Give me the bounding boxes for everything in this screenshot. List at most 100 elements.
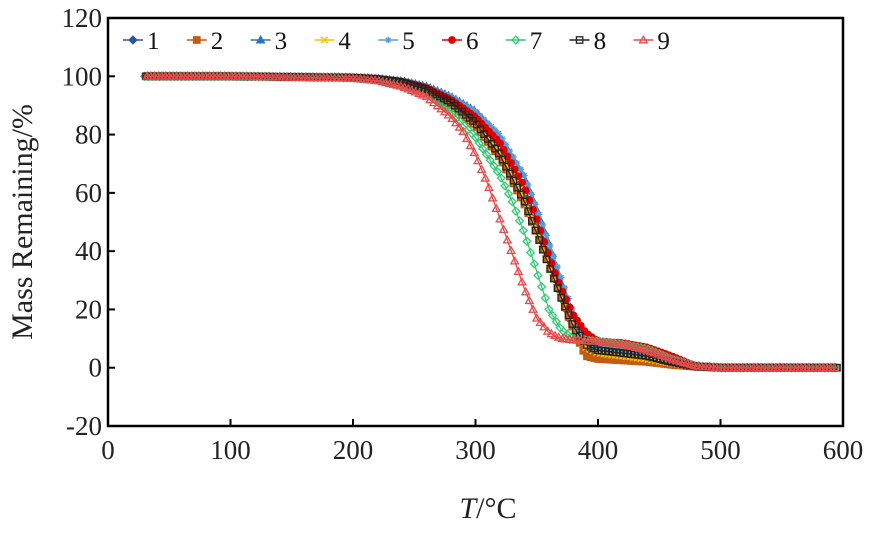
- series-point-9: [484, 182, 494, 192]
- series-line-2: [144, 75, 836, 369]
- series-point-8: [561, 302, 569, 311]
- series-point-7: [558, 326, 569, 337]
- legend-item-2: 2: [186, 28, 224, 55]
- series-point-9: [410, 86, 421, 96]
- series-point-8: [550, 274, 558, 283]
- x-axis-title: T/°C: [459, 492, 516, 525]
- series-point-5: [513, 159, 521, 167]
- series-point-8: [539, 245, 547, 254]
- series-line-4: [144, 75, 836, 369]
- series-point-9: [436, 103, 447, 113]
- series-point-5: [469, 106, 477, 113]
- x-axis-title-variable: T: [459, 492, 478, 525]
- series-point-5: [499, 135, 506, 142]
- series-point-5: [524, 181, 532, 189]
- series-3: [142, 71, 840, 372]
- series-1: [140, 71, 841, 373]
- series-point-7: [518, 225, 528, 236]
- series-point-5: [517, 166, 525, 173]
- legend-swatch-marker: [575, 36, 584, 44]
- x-axis-title-unit: /°C: [476, 492, 516, 525]
- series-line-7: [144, 75, 836, 369]
- series-point-5: [550, 253, 558, 260]
- series-point-8: [546, 265, 555, 273]
- series-point-5: [502, 141, 510, 148]
- series-point-7: [474, 138, 484, 148]
- series-point-9: [399, 82, 410, 91]
- legend-label: 3: [275, 28, 288, 55]
- series-point-9: [539, 321, 550, 331]
- series-point-5: [547, 242, 554, 250]
- series-point-9: [432, 100, 443, 110]
- legend-item-8: 8: [569, 28, 606, 55]
- series-point-9: [476, 164, 487, 173]
- series-point-9: [829, 362, 840, 372]
- series-point-9: [550, 330, 561, 340]
- series-point-9: [450, 117, 461, 127]
- series-point-8: [520, 197, 529, 206]
- series-point-5: [554, 263, 561, 271]
- legend-swatch-marker: [320, 36, 329, 44]
- legend-item-7: 7: [505, 28, 543, 55]
- series-line-3: [144, 75, 836, 369]
- series-point-9: [546, 328, 557, 338]
- legend-label: 6: [466, 28, 479, 55]
- series-point-9: [473, 155, 483, 165]
- series-6: [143, 72, 839, 372]
- series-point-9: [439, 106, 450, 116]
- series-point-9: [417, 90, 428, 99]
- series-line-1: [144, 75, 836, 369]
- series-point-9: [535, 317, 546, 326]
- x-tick-label: 200: [333, 435, 374, 465]
- series-point-8: [531, 226, 540, 235]
- legend-label: 4: [338, 28, 351, 55]
- series-point-7: [551, 316, 562, 327]
- legend-label: 7: [530, 28, 543, 55]
- series-point-5: [495, 130, 502, 137]
- series-point-9: [406, 85, 417, 95]
- series-point-7: [496, 173, 506, 183]
- y-tick-label: 80: [75, 120, 102, 150]
- series-point-9: [517, 276, 527, 286]
- series-point-8: [542, 255, 551, 264]
- legend-label: 2: [211, 28, 224, 55]
- series-point-9: [465, 140, 476, 150]
- series-point-7: [540, 293, 551, 303]
- series-point-5: [532, 201, 539, 208]
- series-point-9: [414, 88, 425, 98]
- series-point-9: [447, 113, 458, 122]
- series-point-5: [488, 123, 495, 130]
- series-line-8: [144, 75, 836, 369]
- series-point-7: [478, 144, 488, 154]
- series-point-9: [491, 203, 502, 213]
- x-tick-label: 600: [823, 435, 864, 465]
- series-point-7: [533, 270, 543, 281]
- x-tick-label: 300: [455, 435, 496, 465]
- series-point-8: [564, 311, 573, 320]
- series-point-9: [487, 193, 498, 202]
- x-tick-label: 500: [700, 435, 741, 465]
- series-point-7: [529, 259, 540, 269]
- x-tick-label: 400: [578, 435, 619, 465]
- series-point-7: [525, 247, 536, 258]
- series-5: [142, 73, 841, 371]
- series-point-9: [524, 295, 535, 305]
- series-point-9: [520, 286, 531, 296]
- series-2: [142, 72, 841, 372]
- series-8: [142, 72, 841, 372]
- series-point-9: [502, 234, 513, 244]
- series-point-5: [491, 126, 499, 134]
- series-point-8: [557, 293, 566, 302]
- series-point-9: [495, 213, 505, 223]
- y-tick-label: -20: [66, 411, 102, 441]
- series-point-5: [466, 104, 473, 111]
- series-point-9: [531, 313, 542, 322]
- series-point-8: [553, 284, 562, 293]
- series-point-5: [480, 116, 488, 123]
- legend-item-6: 6: [442, 28, 479, 55]
- series-point-9: [458, 126, 469, 136]
- series-point-9: [425, 94, 436, 104]
- legend-item-4: 4: [314, 28, 351, 55]
